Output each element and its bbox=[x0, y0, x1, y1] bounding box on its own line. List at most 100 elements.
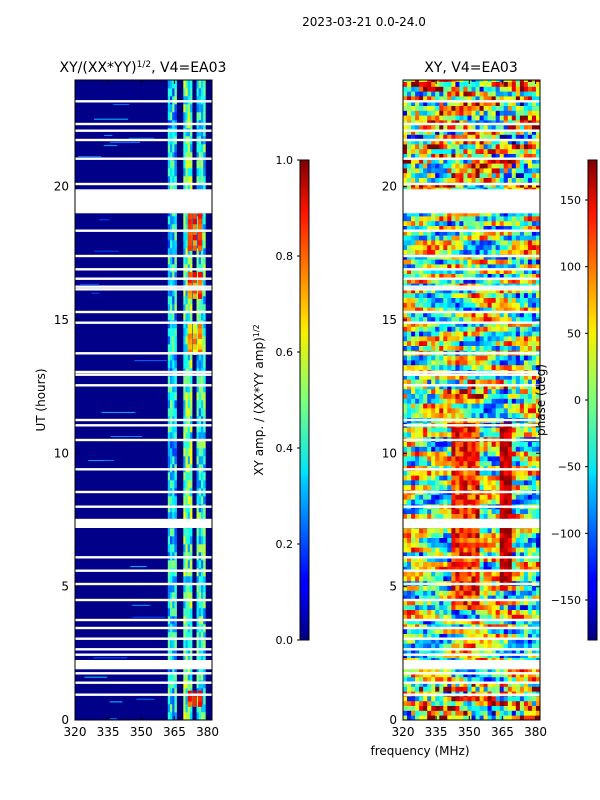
heatmap-cell bbox=[536, 408, 540, 414]
heatmap-cell bbox=[487, 494, 492, 500]
heatmap-cell bbox=[403, 393, 408, 399]
heatmap-cell bbox=[515, 624, 521, 630]
heatmap-cell bbox=[499, 398, 505, 404]
heatmap-cell bbox=[451, 475, 456, 481]
heatmap-cell bbox=[447, 388, 452, 394]
heatmap-cell bbox=[499, 360, 505, 366]
heatmap-cell bbox=[507, 638, 513, 644]
heatmap-cell bbox=[531, 249, 537, 255]
heatmap-cell bbox=[447, 552, 452, 558]
heatmap-cell bbox=[463, 312, 468, 318]
heatmap-hotspot-cell bbox=[192, 344, 197, 350]
heatmap-cell bbox=[403, 264, 408, 270]
heatmap-cell bbox=[463, 547, 468, 553]
heatmap-cell bbox=[475, 432, 480, 438]
heatmap-cell bbox=[439, 412, 444, 418]
heatmap-cell bbox=[443, 614, 448, 620]
heatmap-cell bbox=[419, 705, 424, 711]
heatmap-cell bbox=[495, 696, 501, 702]
heatmap-cell bbox=[511, 235, 517, 241]
heatmap-cell bbox=[455, 292, 460, 298]
heatmap-cell bbox=[455, 686, 460, 692]
heatmap-cell bbox=[471, 220, 476, 226]
heatmap-cell bbox=[491, 470, 496, 476]
heatmap-cell bbox=[415, 240, 420, 246]
heatmap-cell bbox=[487, 686, 492, 692]
heatmap-cell bbox=[447, 456, 452, 462]
heatmap-cell bbox=[515, 614, 521, 620]
heatmap-cell bbox=[196, 160, 199, 169]
heatmap-cell bbox=[185, 472, 188, 481]
heatmap-cell bbox=[523, 542, 529, 548]
heatmap-cell bbox=[439, 566, 444, 572]
heatmap-cell bbox=[527, 648, 533, 654]
heatmap-cell bbox=[491, 547, 496, 553]
heatmap-cell bbox=[491, 408, 496, 414]
heatmap-cell bbox=[519, 432, 525, 438]
heatmap-cell bbox=[447, 499, 452, 505]
heatmap-cell bbox=[519, 484, 525, 490]
heatmap-cell bbox=[479, 542, 484, 548]
heatmap-cell bbox=[483, 508, 488, 514]
heatmap-cell bbox=[198, 392, 202, 401]
heatmap-cell bbox=[467, 273, 472, 279]
heatmap-cell bbox=[503, 537, 509, 543]
heatmap-cell bbox=[487, 297, 492, 303]
heatmap-cell bbox=[201, 512, 204, 521]
heatmap-cell bbox=[447, 398, 452, 404]
heatmap-cell bbox=[439, 360, 444, 366]
heatmap-cell bbox=[536, 288, 540, 294]
heatmap-cell bbox=[483, 360, 488, 366]
colorbar-tick-label: 1.0 bbox=[276, 154, 294, 167]
heatmap-cell bbox=[503, 451, 509, 457]
heatmap-cell bbox=[189, 672, 193, 681]
heatmap-cell bbox=[527, 326, 533, 332]
heatmap-hotspot-cell bbox=[198, 272, 203, 278]
heatmap-cell bbox=[196, 272, 199, 281]
heatmap-cell bbox=[467, 705, 472, 711]
heatmap-cell bbox=[503, 345, 509, 351]
heatmap-streak bbox=[134, 360, 167, 362]
heatmap-cell bbox=[463, 624, 468, 630]
heatmap-cell bbox=[475, 638, 480, 644]
heatmap-cell bbox=[487, 590, 492, 596]
heatmap-cell bbox=[503, 273, 509, 279]
heatmap-cell bbox=[467, 624, 472, 630]
heatmap-cell bbox=[172, 248, 175, 257]
heatmap-cell bbox=[515, 638, 521, 644]
heatmap-cell bbox=[183, 576, 186, 585]
heatmap-cell bbox=[515, 556, 521, 562]
data-gap bbox=[75, 229, 212, 232]
heatmap-cell bbox=[519, 547, 525, 553]
heatmap-cell bbox=[423, 302, 428, 308]
heatmap-cell bbox=[185, 512, 188, 521]
heatmap-cell bbox=[519, 508, 525, 514]
heatmap-cell bbox=[483, 628, 488, 634]
heatmap-cell bbox=[499, 590, 505, 596]
heatmap-cell bbox=[483, 528, 488, 534]
heatmap-cell bbox=[174, 568, 177, 577]
heatmap-cell bbox=[455, 297, 460, 303]
heatmap-cell bbox=[443, 609, 448, 615]
heatmap-cell bbox=[431, 667, 436, 673]
heatmap-cell bbox=[174, 392, 177, 401]
heatmap-cell bbox=[198, 680, 202, 689]
heatmap-cell bbox=[515, 484, 521, 490]
heatmap-cell bbox=[451, 307, 456, 313]
heatmap-cell bbox=[531, 364, 537, 370]
heatmap-cell bbox=[507, 364, 513, 370]
heatmap-cell bbox=[415, 264, 420, 270]
heatmap-cell bbox=[423, 355, 428, 361]
heatmap-cell bbox=[407, 590, 412, 596]
heatmap-cell bbox=[427, 542, 432, 548]
heatmap-cell bbox=[479, 499, 484, 505]
heatmap-cell bbox=[172, 272, 175, 281]
heatmap-cell bbox=[403, 499, 408, 505]
heatmap-cell bbox=[511, 273, 517, 279]
heatmap-cell bbox=[174, 352, 177, 361]
heatmap-hotspot-cell bbox=[187, 701, 192, 707]
data-gap bbox=[75, 100, 212, 103]
heatmap-cell bbox=[519, 676, 525, 682]
heatmap-cell bbox=[455, 398, 460, 404]
heatmap-cell bbox=[523, 441, 529, 447]
